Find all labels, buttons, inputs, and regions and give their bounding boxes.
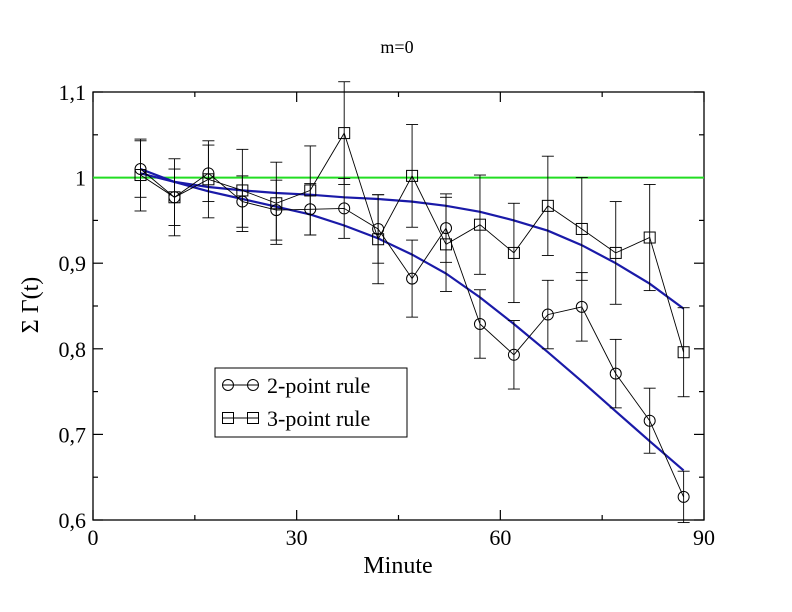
series-3-point-point — [134, 169, 147, 182]
series-3-point-point — [473, 218, 486, 231]
series-3-point-point — [643, 231, 656, 244]
series-2-point-point — [609, 367, 622, 380]
y-tick-label: 0,8 — [59, 337, 87, 362]
series-3-point-point — [609, 246, 622, 259]
y-tick-label: 0,9 — [59, 251, 87, 276]
series-2-point-point — [541, 308, 554, 321]
legend-3-point-marker — [247, 412, 259, 424]
series-3-point-point — [270, 197, 283, 210]
series-3-point-point — [507, 246, 520, 259]
series-3-point-point — [406, 169, 419, 182]
y-tick-label: 1,1 — [59, 80, 87, 105]
series-2-point-point — [507, 348, 520, 361]
legend: 2-point rule 3-point rule — [214, 367, 408, 438]
series-3-point-point — [304, 184, 317, 197]
legend-3-point-marker — [222, 412, 234, 424]
x-tick-label: 0 — [88, 525, 99, 550]
legend-2-point-marker — [222, 379, 234, 391]
series-2-point-point — [338, 202, 351, 215]
series-2-point-point — [677, 490, 690, 503]
series-3-point-point — [677, 346, 690, 359]
y-tick-label: 0,6 — [59, 508, 87, 533]
series-3-point-point — [338, 127, 351, 140]
x-tick-label: 60 — [489, 525, 511, 550]
series-3-point-point — [168, 191, 181, 204]
series-3-point-point — [440, 238, 453, 251]
series-3-point-point — [372, 233, 385, 246]
chart-title: m=0 — [380, 37, 413, 57]
y-axis-label: Σ Γ(t) — [18, 277, 44, 334]
legend-2-point-marker — [247, 379, 259, 391]
x-tick-label: 30 — [286, 525, 308, 550]
series-2-point-point — [473, 317, 486, 330]
series-3-point-point — [202, 173, 215, 186]
legend-2-point-label: 2-point rule — [267, 373, 370, 398]
series-3-point-point — [236, 184, 249, 197]
x-tick-label: 90 — [693, 525, 715, 550]
series-2-point-point — [406, 272, 419, 285]
series-2-point-point — [643, 414, 656, 427]
y-tick-label: 0,7 — [59, 422, 87, 447]
series-2-point-point — [575, 300, 588, 313]
legend-3-point-label: 3-point rule — [267, 406, 370, 431]
plot-area: 0 30 60 90 0,6 0,7 0,8 0,9 1 1,1 — [59, 80, 716, 550]
legend-box — [214, 367, 408, 438]
series-3-point-point — [541, 199, 554, 212]
series-3-point-point — [575, 222, 588, 235]
x-axis-label: Minute — [363, 553, 432, 579]
y-tick-label: 1 — [75, 166, 86, 191]
